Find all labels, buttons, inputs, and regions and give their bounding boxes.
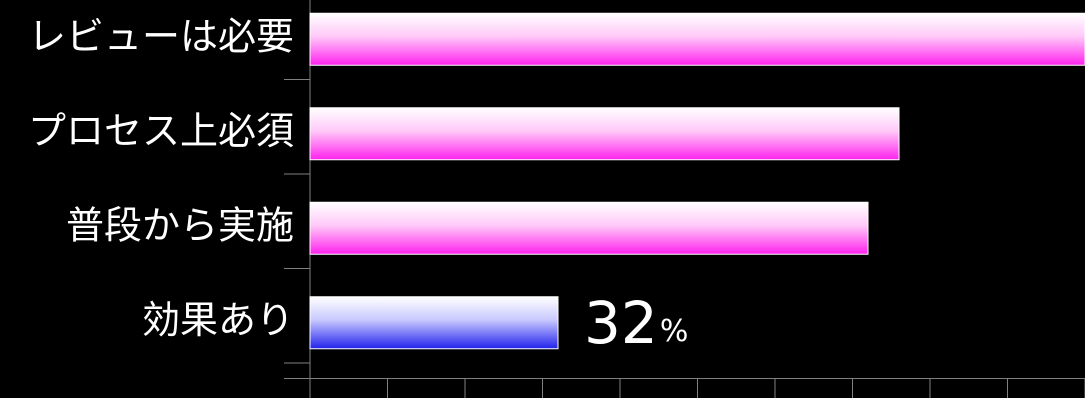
category-label: レビューは必要 (28, 14, 294, 58)
category-label: 普段から実施 (66, 203, 294, 247)
data-label-unit: % (660, 313, 689, 348)
data-label-number: 32 (584, 289, 658, 357)
bar (309, 296, 559, 350)
data-labels: 32% (584, 289, 688, 357)
category-label: プロセス上必須 (28, 109, 294, 153)
data-label: 32% (584, 289, 688, 357)
category-label: 効果あり (142, 298, 294, 342)
bar (309, 107, 900, 161)
bar (309, 12, 1085, 66)
bar (309, 201, 869, 255)
bars (309, 12, 1085, 350)
